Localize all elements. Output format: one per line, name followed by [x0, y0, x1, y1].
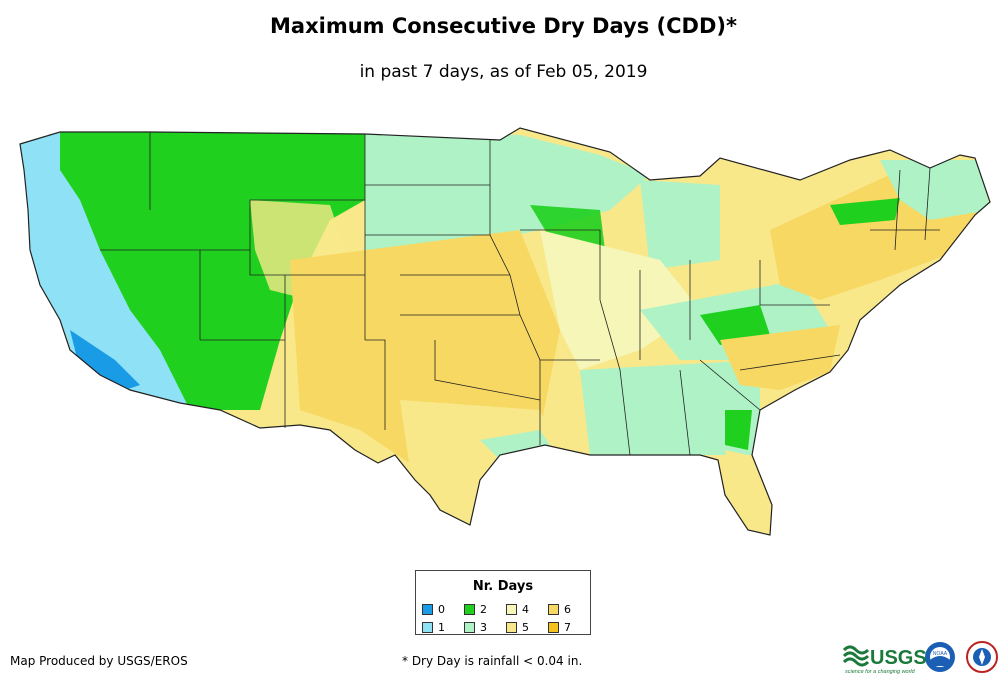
region-sc-coast-2day	[725, 410, 752, 450]
region-gulf-coast-5day	[400, 400, 560, 510]
legend: Nr. Days 0 2 4 6 1 3 5 7	[415, 570, 591, 635]
legend-swatch-1	[422, 621, 433, 633]
region-northern-plains-3day	[365, 132, 650, 260]
legend-label: 4	[522, 602, 529, 616]
legend-item-2: 2	[464, 601, 504, 617]
region-carolinas-6day	[720, 325, 840, 390]
legend-item-3: 3	[464, 619, 504, 635]
us-outline	[19, 127, 991, 536]
legend-item-7: 7	[548, 619, 588, 635]
map-title: Maximum Consecutive Dry Days (CDD)*	[270, 14, 737, 38]
map-subtitle: in past 7 days, as of Feb 05, 2019	[359, 62, 648, 82]
usgs-logo: USGS science for a changing world	[842, 645, 927, 675]
legend-swatch-6	[548, 603, 559, 615]
legend-item-6: 6	[548, 601, 588, 617]
usgs-wave-icon	[842, 645, 870, 667]
legend-item-4: 4	[506, 601, 546, 617]
legend-label: 5	[522, 620, 529, 634]
state-boundaries	[100, 132, 940, 456]
map-credit: Map Produced by USGS/EROS	[10, 654, 188, 668]
weather-service-logo-icon	[966, 641, 998, 673]
legend-title: Nr. Days	[472, 579, 534, 594]
legend-label: 2	[480, 602, 487, 616]
region-new-england-3day	[880, 160, 990, 220]
usgs-tagline: science for a changing world	[845, 669, 916, 675]
legend-label: 0	[438, 602, 445, 616]
legend-label: 1	[438, 620, 445, 634]
legend-label: 7	[564, 620, 571, 634]
noaa-text: NOAA	[933, 651, 948, 657]
legend-swatch-4	[506, 603, 517, 615]
usgs-text: USGS	[870, 647, 927, 669]
agency-logos: USGS science for a changing world NOAA	[842, 641, 998, 675]
legend-swatch-0	[422, 603, 433, 615]
region-appalachia-2day	[700, 305, 770, 345]
region-socal-0day	[70, 330, 140, 395]
legend-swatch-2	[464, 603, 475, 615]
legend-item-0: 0	[422, 601, 462, 617]
legend-label: 3	[480, 620, 487, 634]
cdd-map	[19, 127, 991, 536]
region-southeast-mixed	[580, 360, 760, 455]
legend-swatch-7	[548, 621, 559, 633]
legend-swatch-3	[464, 621, 475, 633]
region-ny-2day	[830, 198, 900, 225]
legend-item-5: 5	[506, 619, 546, 635]
legend-swatch-5	[506, 621, 517, 633]
legend-label: 6	[564, 602, 571, 616]
region-michigan-3day	[640, 180, 720, 270]
noaa-logo-icon: NOAA	[925, 642, 955, 672]
legend-item-1: 1	[422, 619, 462, 635]
footnote: * Dry Day is rainfall < 0.04 in.	[402, 654, 583, 668]
